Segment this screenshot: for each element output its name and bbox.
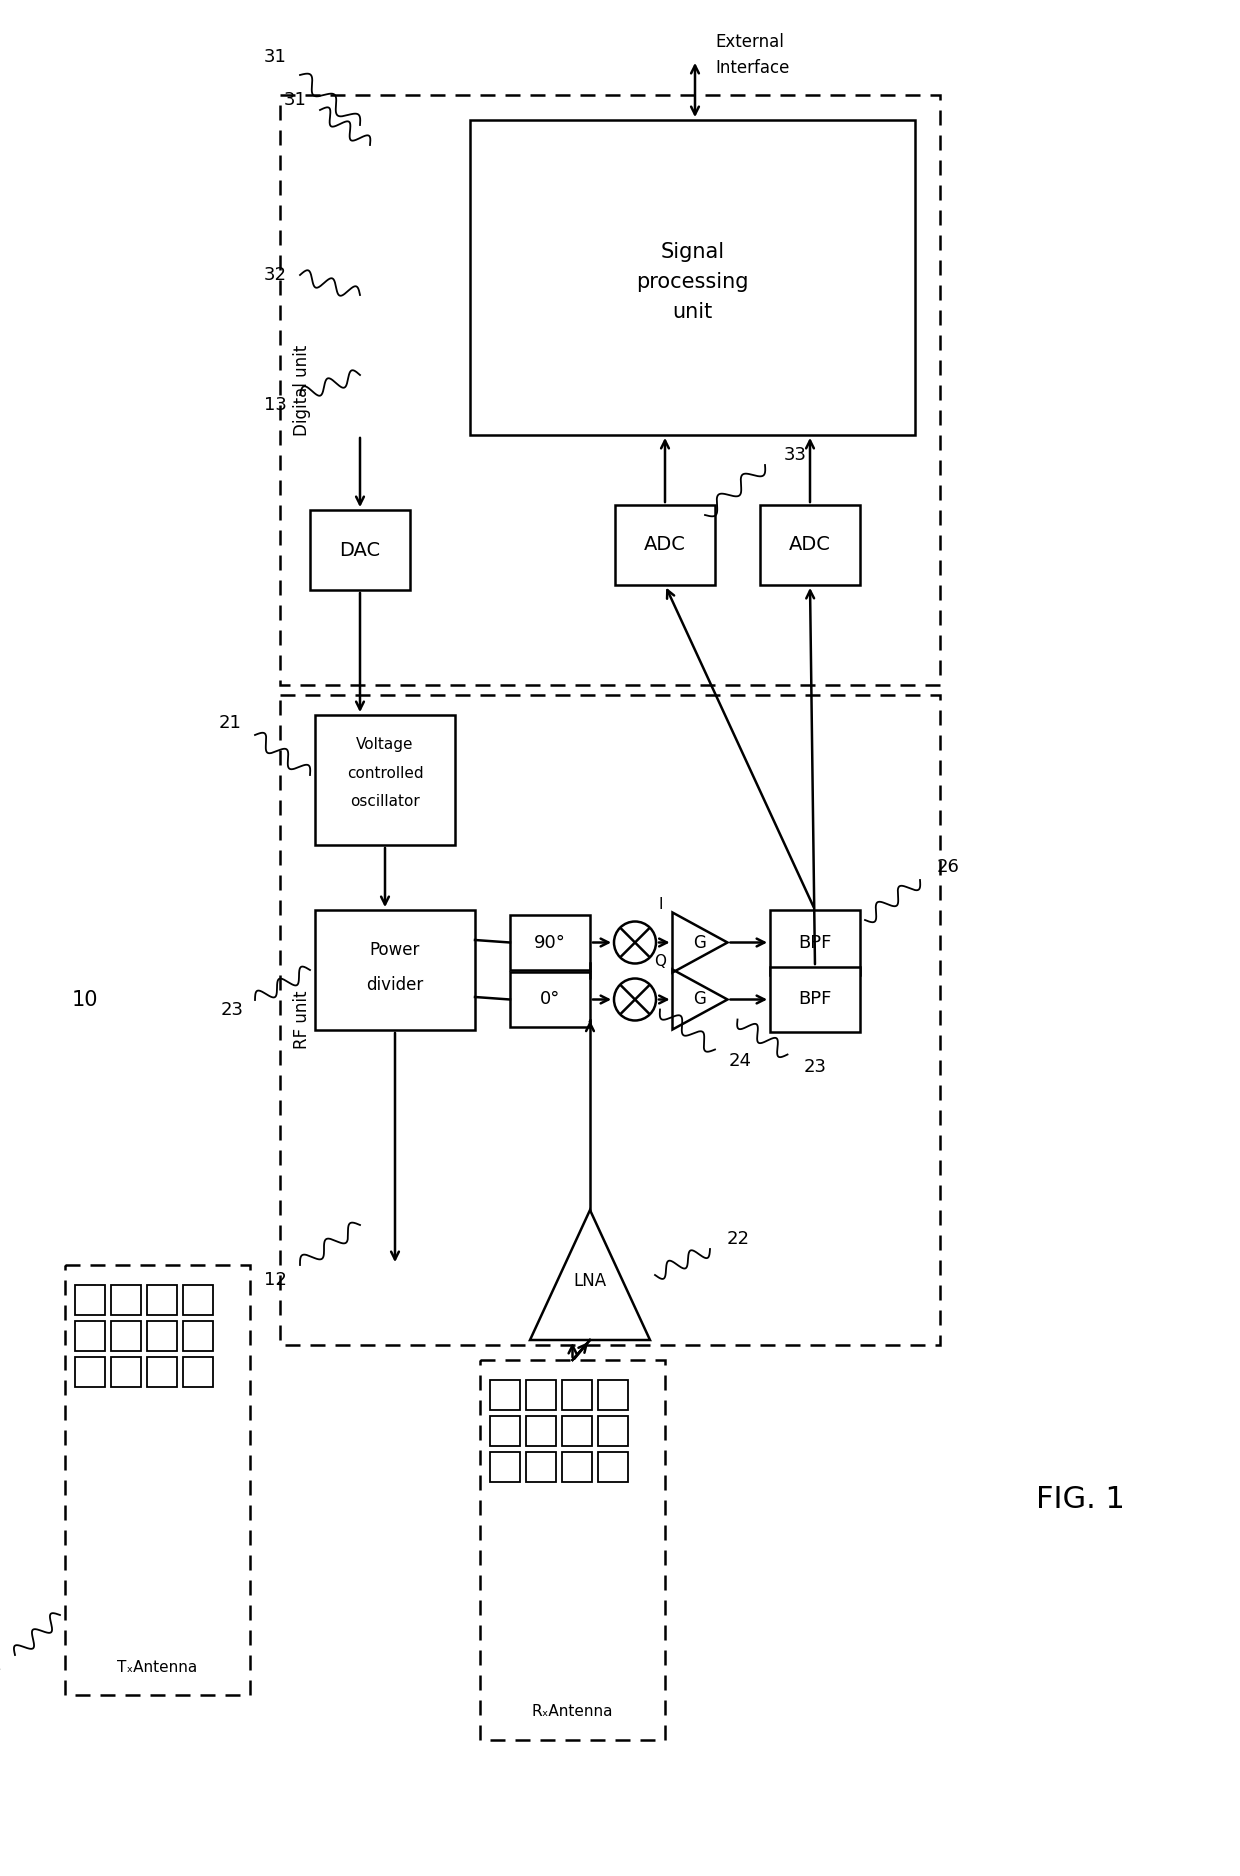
Text: G: G [693,934,707,951]
Bar [562,1416,591,1446]
Bar [184,1285,213,1315]
Bar [562,1452,591,1482]
Text: ADC: ADC [789,535,831,555]
Bar [770,910,861,976]
Bar [770,966,861,1032]
Text: BPF: BPF [799,934,832,951]
Text: External: External [715,34,784,51]
Text: LNA: LNA [573,1272,606,1291]
Text: unit: unit [672,302,713,323]
Bar [315,910,475,1030]
Text: 22: 22 [727,1229,749,1248]
Bar [470,120,915,435]
Text: RₓAntenna: RₓAntenna [532,1705,614,1720]
Text: 12: 12 [264,1272,286,1289]
Text: 31: 31 [264,49,286,66]
Bar [526,1381,556,1411]
Bar [526,1452,556,1482]
Bar [148,1321,177,1351]
Text: 13: 13 [264,396,286,415]
Text: Digital unit: Digital unit [293,345,311,435]
Bar [480,1360,665,1741]
Bar [112,1321,141,1351]
Text: I: I [658,897,662,912]
Text: controlled: controlled [347,765,423,780]
Bar [184,1356,213,1386]
Text: 11: 11 [0,1657,1,1673]
Text: Signal: Signal [661,242,724,263]
Text: TₓAntenna: TₓAntenna [118,1660,197,1675]
Bar [598,1416,627,1446]
Text: BPF: BPF [799,991,832,1009]
Text: 90°: 90° [534,934,565,951]
Bar [74,1285,105,1315]
Text: oscillator: oscillator [350,794,420,809]
Bar [280,694,940,1345]
Bar [526,1416,556,1446]
Text: 10: 10 [72,991,98,1009]
Text: 26: 26 [936,857,960,876]
Bar [598,1381,627,1411]
Bar [74,1321,105,1351]
Text: Interface: Interface [715,58,790,77]
Bar [280,96,940,685]
Text: 21: 21 [218,715,242,732]
Text: 0°: 0° [539,991,560,1009]
Text: DAC: DAC [340,540,381,559]
Text: 32: 32 [263,266,286,283]
Text: FIG. 1: FIG. 1 [1035,1486,1125,1514]
Bar [315,715,455,844]
Bar [760,505,861,585]
Bar [74,1356,105,1386]
Text: ADC: ADC [644,535,686,555]
Bar [112,1356,141,1386]
Text: Power: Power [370,942,420,959]
Text: Q: Q [655,955,667,970]
Bar [310,510,410,589]
Bar [510,972,590,1026]
Bar [64,1264,250,1696]
Text: 33: 33 [784,446,806,463]
Text: G: G [693,991,707,1009]
Bar [615,505,715,585]
Text: 24: 24 [729,1052,751,1071]
Bar [562,1381,591,1411]
Bar [490,1452,520,1482]
Bar [490,1416,520,1446]
Text: processing: processing [636,272,749,293]
Bar [490,1381,520,1411]
Bar [112,1285,141,1315]
Bar [148,1285,177,1315]
Text: 23: 23 [804,1058,827,1077]
Text: Voltage: Voltage [356,737,414,752]
Bar [148,1356,177,1386]
Bar [510,915,590,970]
Text: 31: 31 [284,92,306,109]
Text: divider: divider [366,976,424,994]
Bar [598,1452,627,1482]
Text: 23: 23 [221,1002,243,1019]
Text: RF unit: RF unit [293,991,311,1049]
Bar [184,1321,213,1351]
